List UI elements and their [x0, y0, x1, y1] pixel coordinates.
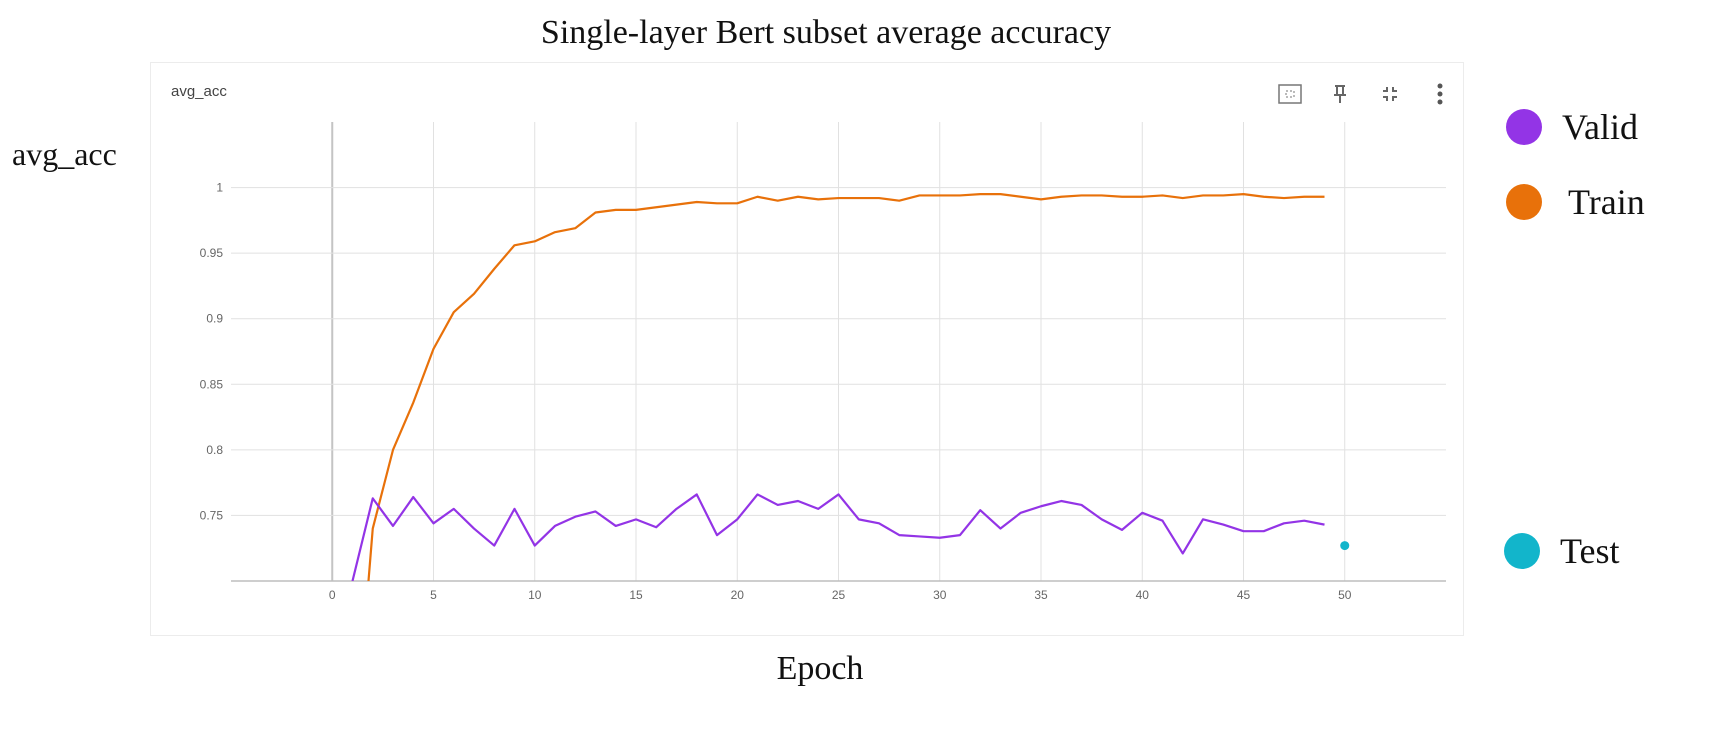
legend-swatch-test [1504, 533, 1540, 569]
more-options-button[interactable] [1417, 75, 1463, 113]
legend-swatch-train [1506, 184, 1542, 220]
collapse-button[interactable] [1367, 75, 1413, 113]
x-tick-label: 15 [629, 588, 643, 602]
fit-domain-button[interactable] [1267, 75, 1313, 113]
legend-item-valid: Valid [1506, 106, 1638, 148]
series-point-test [1340, 541, 1350, 551]
series-line-train [367, 193, 1325, 581]
x-tick-label: 0 [329, 588, 336, 602]
legend-item-train: Train [1506, 181, 1645, 223]
x-tick-label: 40 [1136, 588, 1150, 602]
x-tick-label: 45 [1237, 588, 1251, 602]
x-tick-label: 35 [1034, 588, 1048, 602]
y-tick-label: 0.85 [200, 377, 224, 391]
legend-label-test: Test [1560, 531, 1620, 571]
x-tick-label: 25 [832, 588, 846, 602]
more-options-icon [1437, 83, 1443, 105]
y-tick-label: 0.75 [200, 508, 224, 522]
legend-item-test: Test [1504, 530, 1619, 572]
y-tick-label: 0.8 [206, 443, 223, 457]
x-tick-label: 20 [731, 588, 745, 602]
y-tick-label: 0.95 [200, 246, 224, 260]
chart-card: avg_acc [150, 62, 1464, 636]
x-axis-label: Epoch [776, 650, 864, 687]
legend: Valid Train Test [1500, 0, 1711, 742]
y-axis-side-label: avg_acc [12, 136, 117, 172]
y-tick-label: 1 [216, 181, 223, 195]
pin-icon [1334, 85, 1346, 103]
series-line-valid [351, 493, 1325, 581]
legend-swatch-valid [1506, 109, 1542, 145]
x-tick-label: 5 [430, 588, 437, 602]
legend-label-train: Train [1568, 182, 1645, 222]
series-group [351, 193, 1350, 581]
collapse-icon [1383, 87, 1397, 101]
x-tick-label: 30 [933, 588, 947, 602]
card-title: avg_acc [171, 83, 227, 100]
y-tick-label: 0.9 [206, 312, 223, 326]
x-tick-label: 10 [528, 588, 542, 602]
legend-label-valid: Valid [1562, 107, 1638, 147]
fit-domain-icon [1278, 84, 1302, 104]
chart-title: Single-layer Bert subset average accurac… [540, 14, 1112, 51]
x-tick-label: 50 [1338, 588, 1352, 602]
pin-button[interactable] [1317, 75, 1363, 113]
card-toolbar [1267, 75, 1463, 113]
